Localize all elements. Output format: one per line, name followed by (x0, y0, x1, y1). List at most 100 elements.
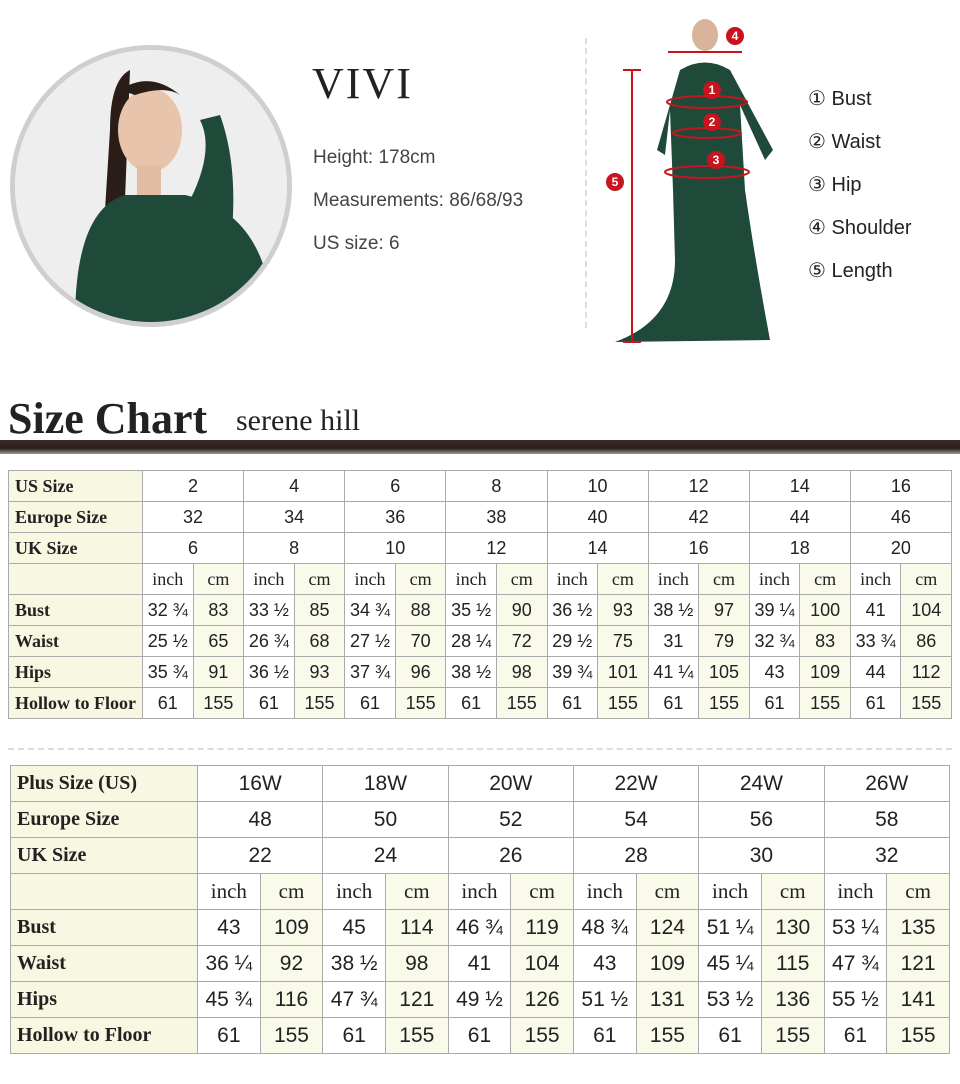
cm-value: 155 (384, 1017, 449, 1054)
row-label: Hips (10, 981, 198, 1018)
cm-value: 79 (698, 625, 750, 657)
inch-value: 61 (849, 687, 902, 719)
row-label: Plus Size (US) (10, 765, 198, 802)
cm-value: 83 (192, 594, 245, 626)
cm-value: 70 (394, 625, 447, 657)
unit-inch: inch (447, 873, 512, 910)
table-row: UK Size 22 24 26 28 30 32 (10, 837, 951, 874)
size-cell: 20 (849, 532, 953, 564)
row-label: Hips (8, 656, 143, 688)
size-cell: 34 (243, 501, 346, 533)
inch-value: 33 ¾ (849, 625, 902, 657)
inch-value: 26 ¾ (243, 625, 295, 657)
cm-value: 112 (900, 656, 952, 688)
cm-value: 121 (886, 945, 950, 982)
cm-value: 68 (293, 625, 346, 657)
inch-value: 28 ¼ (445, 625, 497, 657)
size-cell: 18 (748, 532, 851, 564)
unit-cm: cm (698, 563, 750, 595)
unit-inch: inch (647, 563, 700, 595)
legend-label: Length (831, 260, 893, 282)
size-cell: 24W (698, 765, 825, 802)
size-cell: 30 (698, 837, 825, 874)
model-illustration (15, 50, 287, 322)
inch-value: 61 (445, 687, 497, 719)
inch-value: 61 (197, 1017, 261, 1054)
cm-value: 90 (495, 594, 548, 626)
cm-value: 114 (384, 909, 449, 946)
legend-number: ⑤ (808, 260, 826, 282)
size-cell: 24 (322, 837, 449, 874)
table-row: Hollow to Floor 61 155 61 155 61 155 61 155 61 155… (10, 1017, 950, 1054)
size-cell: 56 (698, 801, 825, 838)
inch-value: 45 (322, 909, 386, 946)
cm-value: 131 (635, 981, 700, 1018)
legend-label: Waist (831, 131, 881, 153)
size-cell: 26W (823, 765, 951, 802)
cm-value: 115 (760, 945, 825, 982)
inch-value: 35 ½ (445, 594, 497, 626)
inch-value: 55 ½ (823, 981, 888, 1018)
inch-value: 36 ½ (243, 656, 295, 688)
inch-value: 25 ½ (142, 625, 194, 657)
unit-cm: cm (259, 873, 324, 910)
inch-value: 34 ¾ (344, 594, 396, 626)
inch-value: 61 (647, 687, 700, 719)
unit-cm: cm (384, 873, 449, 910)
legend-label: Shoulder (831, 217, 912, 239)
unit-cm: cm (799, 563, 851, 595)
unit-cm: cm (394, 563, 447, 595)
row-label: Hollow to Floor (10, 1017, 198, 1054)
size-cell: 18W (322, 765, 449, 802)
brand-subtitle: serene hill (236, 404, 361, 437)
cm-value: 88 (394, 594, 447, 626)
row-label (8, 563, 143, 595)
size-cell: 44 (748, 501, 851, 533)
size-cell: 22 (196, 837, 324, 874)
unit-cm: cm (510, 873, 574, 910)
plus-size-table: Plus Size (US) 16W 18W 20W 22W 24W 26W Europe S… (10, 765, 951, 1054)
size-cell: 28 (572, 837, 700, 874)
inch-value: 36 ¼ (197, 945, 261, 982)
inch-value: 53 ½ (698, 981, 762, 1018)
cm-value: 65 (192, 625, 245, 657)
inch-value: 31 (647, 625, 700, 657)
inch-value: 37 ¾ (344, 656, 396, 688)
unit-cm: cm (293, 563, 346, 595)
marker-2: 2 (709, 115, 716, 129)
inch-value: 43 (572, 945, 637, 982)
legend-number: ② (808, 131, 826, 153)
size-cell: 4 (243, 470, 346, 502)
cm-value: 105 (698, 656, 750, 688)
size-cell: 6 (141, 532, 245, 564)
size-cell: 46 (849, 501, 953, 533)
size-cell: 12 (445, 532, 548, 564)
unit-inch: inch (322, 873, 386, 910)
inch-value: 32 ¾ (142, 594, 194, 626)
title-rule (0, 440, 960, 454)
marker-5: 5 (612, 175, 619, 189)
unit-inch: inch (748, 563, 801, 595)
model-height: Height: 178cm (313, 147, 436, 168)
unit-inch: inch (197, 873, 261, 910)
cm-value: 85 (293, 594, 346, 626)
cm-value: 155 (192, 687, 245, 719)
marker-1: 1 (709, 83, 716, 97)
unit-inch: inch (344, 563, 396, 595)
size-cell: 2 (141, 470, 245, 502)
size-cell: 16W (196, 765, 324, 802)
row-label: Hollow to Floor (8, 687, 143, 719)
unit-inch: inch (243, 563, 295, 595)
inch-value: 29 ½ (546, 625, 599, 657)
cm-value: 155 (597, 687, 649, 719)
cm-value: 93 (597, 594, 649, 626)
cm-value: 98 (384, 945, 449, 982)
inch-value: 33 ½ (243, 594, 295, 626)
inch-value: 41 ¼ (647, 656, 700, 688)
unit-inch: inch (849, 563, 902, 595)
cm-value: 126 (510, 981, 574, 1018)
size-cell: 32 (141, 501, 245, 533)
row-label: Europe Size (10, 801, 198, 838)
legend-label: Hip (831, 174, 862, 196)
cm-value: 155 (635, 1017, 700, 1054)
